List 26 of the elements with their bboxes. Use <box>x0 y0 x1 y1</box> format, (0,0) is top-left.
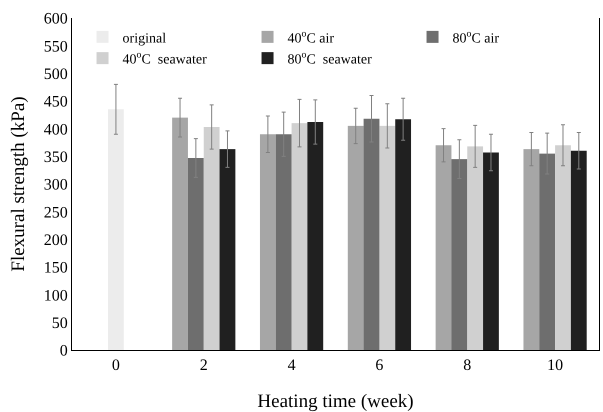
x-tick-label: 6 <box>375 357 384 374</box>
legend-label: original <box>122 31 166 46</box>
legend-label: 80$^{o}$C seawater <box>288 50 372 68</box>
legend-label: 40$^{o}$C air <box>288 28 334 46</box>
y-tick-label: 450 <box>44 94 68 111</box>
y-tick-label: 100 <box>44 287 68 304</box>
x-tick-label: 0 <box>112 357 120 374</box>
x-tick-label: 8 <box>463 357 472 374</box>
x-axis-title: Heating time (week) <box>257 391 414 412</box>
y-tick-label: 400 <box>44 121 68 138</box>
y-tick-label: 550 <box>44 38 68 56</box>
y-tick-label: 50 <box>52 314 68 332</box>
y-tick-label: 150 <box>44 260 68 277</box>
y-tick-label: 350 <box>44 148 68 166</box>
y-axis-title: Flexural strength (kPa) <box>8 96 29 272</box>
x-tick-label: 10 <box>547 357 564 374</box>
y-tick-label: 0 <box>60 342 68 360</box>
y-tick-label: 200 <box>44 232 68 249</box>
y-tick-label: 500 <box>44 66 68 83</box>
x-tick-label: 2 <box>200 357 208 374</box>
y-tick-label: 300 <box>44 176 68 194</box>
x-tick-label: 4 <box>288 357 296 374</box>
legend-label: 40$^{o}$C seawater <box>122 50 208 68</box>
y-tick-label: 600 <box>44 10 68 28</box>
y-tick-label: 250 <box>44 204 68 222</box>
legend-label: 80$^{o}$C air <box>452 28 500 46</box>
